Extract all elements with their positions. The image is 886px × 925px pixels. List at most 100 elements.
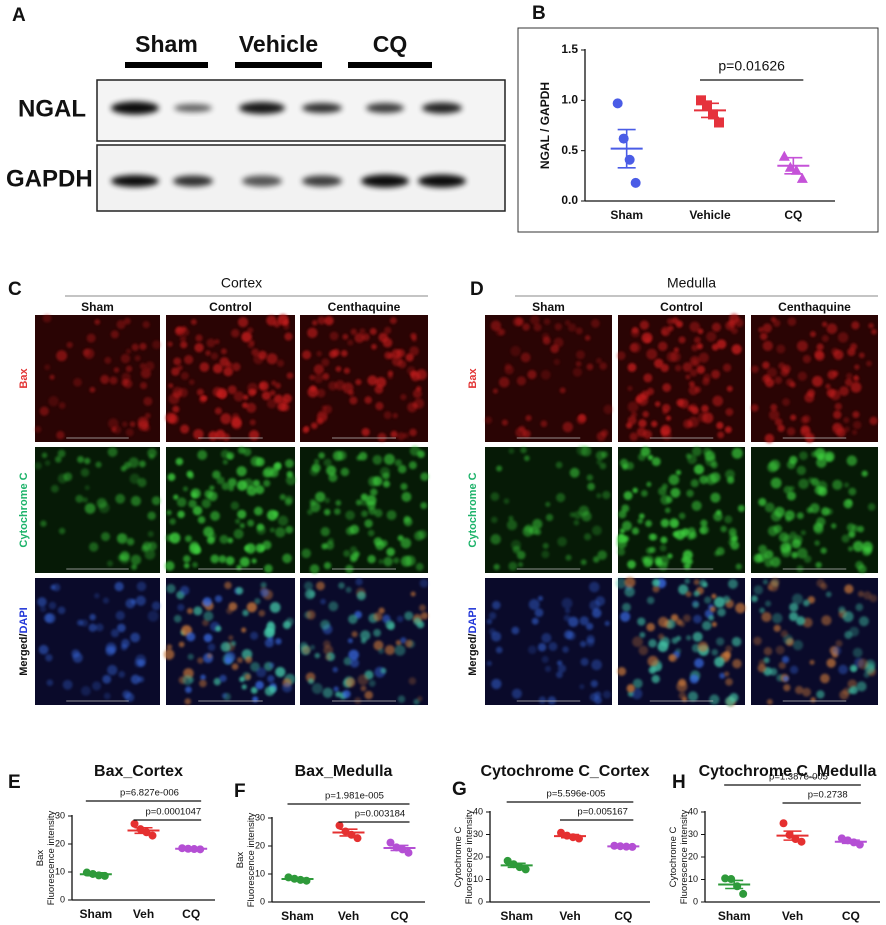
cell (419, 578, 429, 588)
cell (757, 663, 767, 673)
cell (180, 424, 190, 434)
cell (689, 368, 698, 377)
cell (666, 318, 674, 325)
cell (253, 506, 263, 516)
cell (684, 578, 691, 584)
cell (556, 671, 563, 679)
cell (809, 659, 815, 665)
cell (283, 319, 289, 326)
cell (227, 478, 237, 487)
cell (312, 320, 318, 326)
panel-label: H (672, 772, 686, 793)
cell (796, 340, 808, 352)
cell (846, 455, 858, 466)
cell (687, 691, 699, 702)
cell (48, 396, 59, 407)
cell (343, 656, 353, 666)
cell (804, 392, 815, 403)
cell (251, 348, 260, 357)
micrograph (484, 315, 613, 442)
cell (335, 366, 342, 372)
cell (524, 455, 530, 462)
cell (285, 525, 294, 534)
cell (506, 519, 518, 531)
cell (417, 696, 423, 702)
cell (130, 554, 142, 566)
cell (798, 478, 809, 490)
cell (262, 540, 272, 550)
cell (826, 508, 833, 515)
cell (223, 366, 233, 377)
cell (547, 696, 557, 705)
cell (703, 373, 711, 382)
cell (192, 505, 203, 516)
micrograph (616, 446, 745, 573)
cell (527, 645, 537, 655)
cell (86, 333, 96, 343)
cell (147, 610, 159, 622)
cell (188, 379, 195, 385)
cell (395, 639, 402, 646)
cell (186, 608, 193, 614)
cell (394, 644, 406, 656)
cell (805, 432, 815, 443)
cell (697, 641, 709, 652)
cell (792, 639, 804, 651)
cell (179, 335, 187, 342)
cell (573, 511, 582, 520)
cell (388, 352, 395, 359)
cell (184, 355, 194, 365)
cell (214, 595, 223, 603)
cell (115, 493, 126, 504)
cell (40, 520, 47, 527)
cell (340, 467, 350, 477)
cell (830, 523, 837, 529)
cell (854, 364, 860, 370)
cell (250, 631, 259, 640)
cell (602, 690, 611, 699)
cell (230, 640, 237, 647)
cell (508, 515, 514, 521)
cell (666, 351, 678, 363)
cell (102, 674, 112, 684)
cell (239, 522, 245, 529)
cell (702, 412, 714, 424)
cell (697, 328, 704, 335)
cell (646, 348, 658, 360)
cell (716, 339, 727, 350)
y-axis-label: Fluorescence intensity (246, 812, 257, 907)
cell (204, 489, 213, 499)
cell (216, 476, 225, 485)
cell (712, 395, 724, 407)
cell (562, 646, 569, 653)
cell (827, 370, 837, 380)
blot-row-label: NGAL (18, 95, 86, 122)
cell (264, 638, 274, 648)
cell (384, 644, 395, 656)
cell (84, 485, 90, 491)
y-tick-label: 10 (255, 868, 265, 878)
cell (698, 352, 709, 363)
cell (508, 561, 518, 571)
cell (178, 641, 185, 648)
cell (227, 385, 237, 395)
error-bar (339, 828, 358, 837)
cell (314, 458, 320, 464)
cell (135, 595, 146, 606)
cell (702, 620, 712, 631)
cell (343, 367, 350, 374)
cell (711, 648, 719, 656)
cell (180, 585, 190, 596)
cell (711, 593, 717, 599)
cell (501, 419, 508, 426)
cell (125, 428, 134, 437)
cell (832, 479, 843, 491)
cell (273, 394, 284, 404)
cell (414, 530, 424, 541)
cell (183, 562, 190, 569)
cell (368, 476, 379, 487)
cell (130, 495, 142, 507)
cell (491, 516, 498, 524)
cell (110, 330, 119, 339)
cell (753, 636, 762, 646)
